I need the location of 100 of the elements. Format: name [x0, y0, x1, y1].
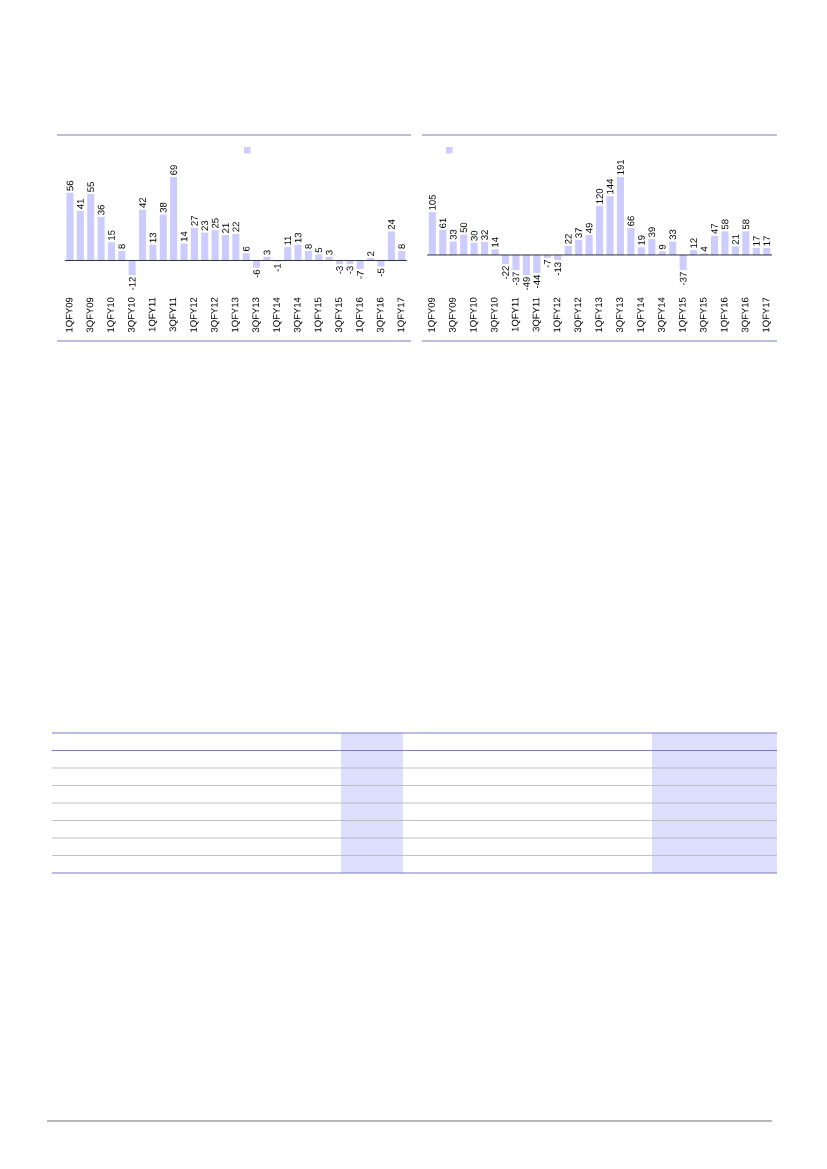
- data-label: 33: [669, 229, 677, 240]
- data-label: 21: [222, 223, 229, 233]
- x-tick-label: 3QFY15: [335, 297, 344, 333]
- data-label: 58: [742, 219, 750, 230]
- data-label: -49: [523, 277, 530, 290]
- data-label: 144: [606, 178, 614, 194]
- data-label: 42: [139, 197, 146, 208]
- data-label: -3: [346, 266, 354, 274]
- data-label: 2: [367, 251, 374, 256]
- data-label: 41: [77, 199, 84, 209]
- data-label: 22: [564, 234, 572, 244]
- x-tick-label: 1QFY14: [273, 297, 282, 332]
- data-label: -37: [512, 272, 520, 286]
- data-label: 50: [460, 222, 468, 233]
- x-tick-label: 1QFY09: [65, 297, 75, 332]
- data-label: -5: [377, 268, 385, 277]
- data-label: -7: [356, 271, 364, 279]
- data-label: 25: [211, 218, 219, 229]
- x-tick-label: 3QFY16: [741, 297, 751, 333]
- data-label: 8: [398, 244, 406, 249]
- x-tick-label: 3QFY10: [490, 297, 500, 333]
- data-label: 21: [732, 234, 739, 245]
- x-tick-label: 1QFY16: [720, 297, 730, 332]
- data-label: -22: [502, 266, 509, 279]
- x-tick-label: 1QFY17: [762, 297, 772, 332]
- x-tick-label: 3QFY14: [658, 297, 667, 333]
- data-label: 8: [305, 244, 312, 249]
- x-tick-label: 1QFY12: [190, 297, 199, 332]
- data-label: 105: [428, 194, 436, 210]
- data-label: 38: [159, 202, 167, 213]
- x-tick-label: 3QFY11: [169, 297, 178, 332]
- data-label: 22: [232, 222, 240, 232]
- data-label: 69: [170, 165, 178, 175]
- data-label: 23: [201, 220, 209, 231]
- x-tick-label: 1QFY13: [595, 297, 604, 332]
- data-label: 3: [263, 250, 271, 255]
- data-label: 17: [763, 236, 771, 246]
- data-label: 13: [294, 232, 302, 243]
- data-label: -37: [679, 272, 687, 286]
- x-tick-label: 3QFY11: [532, 297, 542, 332]
- data-label: 19: [638, 235, 645, 245]
- data-label: 39: [648, 227, 656, 237]
- data-label: 24: [388, 219, 395, 230]
- x-tick-label: 3QFY15: [699, 297, 709, 333]
- data-label: 55: [87, 182, 95, 192]
- data-label: -1: [274, 263, 281, 272]
- x-tick-label: 1QFY16: [356, 297, 365, 332]
- data-label: 120: [596, 188, 603, 204]
- data-label: 4: [700, 246, 708, 252]
- data-label: 61: [439, 218, 447, 228]
- x-tick-label: 3QFY12: [210, 297, 220, 333]
- x-tick-label: 3QFY13: [252, 297, 261, 333]
- data-label: 13: [149, 232, 157, 243]
- data-label: 37: [575, 228, 583, 238]
- data-label: 30: [470, 230, 478, 241]
- x-tick-label: 1QFY10: [469, 297, 479, 332]
- x-tick-label: 3QFY10: [127, 297, 137, 333]
- x-tick-label: 1QFY15: [314, 297, 324, 332]
- data-label: 47: [711, 223, 718, 234]
- x-tick-label: 1QFY17: [397, 297, 406, 332]
- data-label: 14: [180, 231, 188, 242]
- data-label: 17: [753, 236, 760, 246]
- data-label: 27: [191, 216, 198, 226]
- data-label: 14: [491, 237, 499, 247]
- x-tick-label: 3QFY09: [86, 297, 95, 333]
- x-tick-label: 3QFY13: [616, 297, 625, 333]
- x-tick-label: 3QFY16: [376, 297, 386, 333]
- x-tick-label: 3QFY12: [574, 297, 583, 333]
- data-label: 191: [617, 159, 624, 175]
- data-label: -12: [128, 277, 136, 290]
- data-label: 8: [118, 244, 126, 249]
- data-label: 11: [284, 236, 291, 245]
- x-tick-label: 1QFY13: [231, 297, 241, 332]
- data-label: 56: [66, 180, 74, 191]
- x-tick-label: 1QFY11: [148, 297, 158, 332]
- data-label: 32: [481, 230, 488, 240]
- x-tick-label: 3QFY14: [293, 297, 303, 333]
- data-label: 33: [449, 229, 457, 240]
- data-label: 6: [242, 246, 250, 252]
- data-label: 12: [690, 238, 697, 248]
- x-tick-label: 1QFY09: [428, 297, 437, 332]
- data-label: 3: [325, 250, 333, 255]
- data-label: -3: [336, 266, 343, 274]
- data-label: 58: [721, 219, 729, 230]
- data-label: -13: [554, 262, 562, 276]
- x-tick-label: 1QFY10: [107, 297, 116, 332]
- x-tick-label: 1QFY12: [553, 297, 562, 332]
- data-label: 66: [627, 216, 635, 226]
- data-label: 9: [658, 244, 666, 250]
- data-label: -7: [544, 260, 551, 268]
- x-tick-label: 1QFY14: [637, 297, 646, 332]
- x-tick-label: 1QFY11: [511, 297, 521, 332]
- data-label: 49: [585, 223, 593, 234]
- data-label: 15: [108, 230, 115, 240]
- data-label: -44: [533, 274, 541, 288]
- x-tick-label: 3QFY09: [449, 297, 458, 333]
- data-label: -6: [253, 269, 260, 278]
- x-tick-label: 1QFY15: [678, 297, 688, 332]
- data-label: 5: [315, 247, 323, 253]
- data-label: 36: [97, 205, 105, 215]
